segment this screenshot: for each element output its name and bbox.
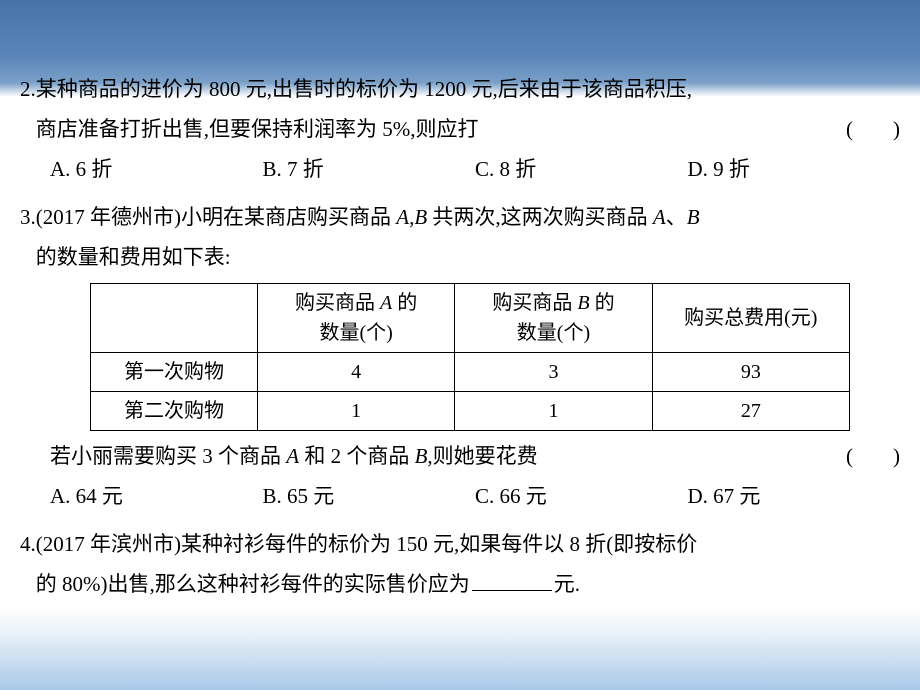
th-blank (91, 284, 258, 353)
q4-line2: 的 80%)出售,那么这种衬衫每件的实际售价应为元. (36, 565, 900, 605)
table-header-row: 购买商品 A 的 数量(个) 购买商品 B 的 数量(个) 购买总费用(元) (91, 284, 850, 353)
r2-t: 27 (652, 392, 849, 431)
q3-opt-a: A. 64 元 (50, 477, 263, 517)
q3-line2: 的数量和费用如下表: (36, 238, 900, 278)
th-total: 购买总费用(元) (652, 284, 849, 353)
q4-line1: (2017 年滨州市)某种衬衫每件的标价为 150 元,如果每件以 8 折(即按… (36, 525, 900, 565)
q3-opt-b: B. 65 元 (263, 477, 476, 517)
r2-b: 1 (455, 392, 652, 431)
table-row: 第一次购物 4 3 93 (91, 353, 850, 392)
purchase-table: 购买商品 A 的 数量(个) 购买商品 B 的 数量(个) 购买总费用(元) 第… (90, 283, 850, 431)
question-4: 4. (2017 年滨州市)某种衬衫每件的标价为 150 元,如果每件以 8 折… (20, 525, 900, 605)
table-row: 第二次购物 1 1 27 (91, 392, 850, 431)
th-qty-a: 购买商品 A 的 数量(个) (257, 284, 454, 353)
fill-blank (472, 570, 552, 591)
question-3: 3. (2017 年德州市)小明在某商店购买商品 A,B 共两次,这两次购买商品… (20, 198, 900, 518)
th-qty-b: 购买商品 B 的 数量(个) (455, 284, 652, 353)
q4-number: 4. (20, 525, 36, 605)
q3-options: A. 64 元 B. 65 元 C. 66 元 D. 67 元 (20, 477, 900, 517)
document-content: 2. 某种商品的进价为 800 元,出售时的标价为 1200 元,后来由于该商品… (20, 70, 900, 613)
q3-opt-c: C. 66 元 (475, 477, 688, 517)
q2-opt-c: C. 8 折 (475, 150, 688, 190)
q2-opt-b: B. 7 折 (263, 150, 476, 190)
r1-a: 4 (257, 353, 454, 392)
q3-line1: (2017 年德州市)小明在某商店购买商品 A,B 共两次,这两次购买商品 A、… (36, 198, 900, 238)
question-2: 2. 某种商品的进价为 800 元,出售时的标价为 1200 元,后来由于该商品… (20, 70, 900, 190)
q2-line2: 商店准备打折出售,但要保持利润率为 5%,则应打 (36, 110, 479, 150)
q2-opt-d: D. 9 折 (688, 150, 901, 190)
r1-b: 3 (455, 353, 652, 392)
r1-label: 第一次购物 (91, 353, 258, 392)
r2-label: 第二次购物 (91, 392, 258, 431)
q3-after-line: 若小丽需要购买 3 个商品 A 和 2 个商品 B,则她要花费 () (50, 437, 900, 477)
r1-t: 93 (652, 353, 849, 392)
r2-a: 1 (257, 392, 454, 431)
q2-answer-paren: () (846, 110, 900, 150)
q3-number: 3. (20, 198, 36, 278)
q2-number: 2. (20, 70, 36, 150)
q2-opt-a: A. 6 折 (50, 150, 263, 190)
q3-table-wrap: 购买商品 A 的 数量(个) 购买商品 B 的 数量(个) 购买总费用(元) 第… (20, 277, 900, 437)
q3-opt-d: D. 67 元 (688, 477, 901, 517)
q2-options: A. 6 折 B. 7 折 C. 8 折 D. 9 折 (20, 150, 900, 190)
q2-line1: 某种商品的进价为 800 元,出售时的标价为 1200 元,后来由于该商品积压, (36, 70, 900, 110)
q3-answer-paren: () (846, 437, 900, 477)
